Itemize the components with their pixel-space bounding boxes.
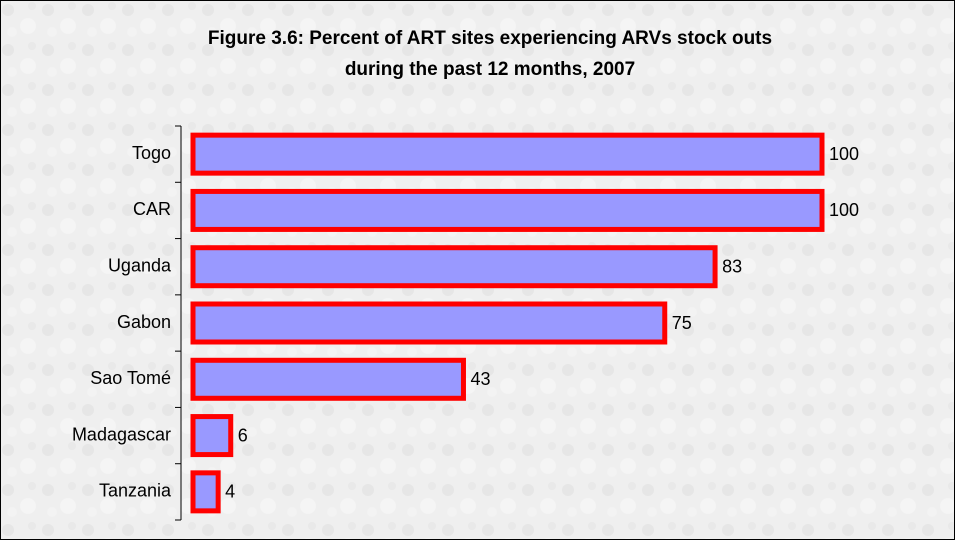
y-tick-label: Gabon [117,312,171,332]
y-tick-label: Sao Tomé [90,368,171,388]
data-label: 4 [225,482,235,502]
bar [190,245,718,289]
data-label: 100 [829,200,859,220]
y-tick-label: CAR [133,199,171,219]
chart-title: Figure 3.6: Percent of ART sites experie… [208,28,772,49]
y-tick-label: Tanzania [99,481,172,501]
bar [190,301,668,345]
bar [190,132,825,176]
y-tick-label: Togo [132,143,171,163]
bar [190,470,221,514]
data-label: 6 [238,425,248,445]
data-label: 43 [470,369,490,389]
data-label: 83 [722,256,742,276]
bar [190,357,466,401]
data-label: 100 [829,144,859,164]
y-tick-label: Madagascar [72,424,171,444]
chart-title: during the past 12 months, 2007 [345,59,635,80]
data-label: 75 [672,313,692,333]
bar [190,188,825,232]
bar [190,414,234,458]
y-tick-label: Uganda [108,255,172,275]
